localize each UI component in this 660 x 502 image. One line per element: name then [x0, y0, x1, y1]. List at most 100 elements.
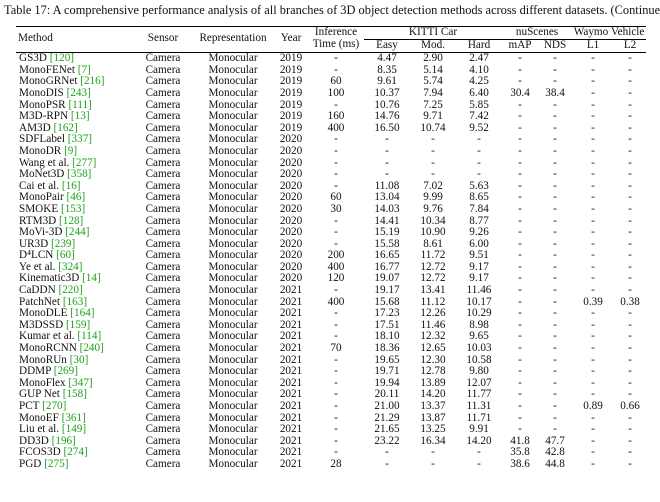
method-name: D⁴LCN [19, 250, 54, 262]
method-name: AM3D [19, 122, 51, 134]
table-caption: Table 17: A comprehensive performance an… [4, 3, 660, 17]
cell-kitti-hard: 10.03 [466, 343, 492, 355]
citation-link[interactable]: [114] [77, 331, 102, 343]
cell-method: Cai et al. [16] [16, 181, 134, 193]
citation-link[interactable]: [153] [60, 203, 86, 215]
cell-kitti-mod: 16.34 [420, 435, 446, 447]
citation-link[interactable]: [120] [49, 52, 75, 65]
citation-link[interactable]: [361] [61, 412, 86, 424]
cell-waymo-l2: 0.38 [620, 296, 640, 308]
cell-representation: Monocular [208, 180, 258, 192]
cell-waymo-l1: - [591, 261, 595, 273]
cell-representation: Monocular [208, 227, 258, 239]
cell-waymo-l2: - [628, 203, 632, 215]
method-name: Liu et al. [19, 424, 60, 436]
citation-link[interactable]: [358] [67, 169, 92, 181]
citation-link[interactable]: [16] [61, 180, 81, 192]
cell-nuscenes-map: - [518, 169, 522, 181]
cell-nuscenes-nds: - [553, 401, 557, 412]
cell-kitti-hard: 5.85 [469, 99, 489, 111]
cell-representation: Monocular [208, 458, 258, 470]
cell-kitti-easy: 15.58 [374, 238, 400, 250]
cell-representation: Monocular [208, 215, 258, 227]
cell-year: 2020 [279, 250, 303, 262]
cell-method: MonoGRNet [216] [16, 76, 134, 88]
cell-kitti-hard: 11.71 [466, 412, 492, 424]
citation-link[interactable]: [46] [66, 192, 86, 204]
cell-kitti-hard: - [477, 169, 481, 181]
citation-link[interactable]: [111] [68, 99, 92, 111]
citation-link[interactable]: [220] [58, 285, 83, 297]
citation-link[interactable]: [162] [53, 122, 78, 134]
citation-link[interactable]: [275] [44, 458, 69, 470]
cell-representation: Monocular [208, 261, 258, 273]
cell-kitti-mod: 9.71 [423, 111, 443, 123]
cell-kitti-easy: 17.23 [374, 308, 400, 320]
citation-link[interactable]: [277] [72, 157, 97, 169]
cell-representation: Monocular [208, 76, 258, 88]
citation-link[interactable]: [30] [69, 354, 89, 366]
citation-link[interactable]: [149] [61, 424, 87, 436]
cell-nuscenes-nds: - [553, 273, 557, 285]
method-name: Kinematic3D [19, 273, 80, 285]
cell-waymo-l1: - [591, 99, 595, 111]
citation-link[interactable]: [164] [70, 308, 95, 320]
cell-sensor: Camera [145, 250, 181, 262]
citation-link[interactable]: [60] [56, 250, 75, 262]
cell-inference-time: - [334, 377, 338, 389]
cell-representation: Monocular [208, 203, 258, 215]
cell-waymo-l2: - [628, 87, 632, 99]
citation-link[interactable]: [128] [59, 215, 84, 227]
citation-link[interactable]: [337] [67, 134, 93, 146]
cell-year: 2020 [279, 134, 303, 146]
cell-kitti-mod: - [431, 134, 435, 146]
cell-inference-time: - [334, 227, 338, 239]
cell-kitti-easy: 19.71 [374, 366, 400, 378]
citation-link[interactable]: [269] [53, 366, 78, 378]
citation-link[interactable]: [216] [80, 76, 105, 88]
citation-link[interactable]: [159] [65, 319, 91, 331]
cell-year: 2020 [279, 215, 303, 227]
citation-link[interactable]: [13] [70, 111, 90, 123]
citation-link[interactable]: [243] [66, 87, 91, 99]
citation-link[interactable]: [347] [68, 377, 93, 389]
citation-link[interactable]: [158] [62, 389, 87, 401]
citation-link[interactable]: [14] [82, 273, 101, 285]
cell-sensor: Camera [145, 215, 181, 227]
cell-nuscenes-map: - [518, 377, 522, 389]
cell-inference-time: - [334, 366, 338, 378]
cell-waymo-l2: - [628, 99, 632, 111]
cell-waymo-l2: - [628, 111, 632, 123]
header-nuscenes-map: mAP [508, 39, 532, 51]
cell-method: Kinematic3D [14] [16, 273, 134, 285]
table-row: MonoFlex [347] Camera Monocular 2021 - 19.94 1… [16, 378, 646, 390]
citation-link[interactable]: [163] [62, 296, 88, 308]
cell-kitti-mod: 12.65 [420, 343, 446, 355]
table-row: Kumar et al. [114] Camera Monocular 2021 - 18… [16, 331, 646, 343]
header-waymo-vehicle: Waymo Vehicle [572, 26, 647, 40]
citation-link[interactable]: [196] [51, 435, 76, 447]
cell-inference-time: - [334, 447, 338, 459]
cell-inference-time: 400 [327, 261, 345, 273]
citation-link[interactable]: [239] [51, 238, 76, 250]
citation-link[interactable]: [274] [63, 447, 88, 459]
citation-link[interactable]: [244] [65, 227, 90, 239]
cell-waymo-l2: - [628, 435, 632, 447]
method-name: MonoDR [19, 145, 62, 157]
cell-nuscenes-nds: - [553, 366, 557, 378]
cell-kitti-easy: 11.08 [374, 180, 400, 192]
cell-method: FCOS3D [274] [16, 447, 134, 459]
cell-representation: Monocular [208, 250, 258, 262]
citation-link[interactable]: [270] [42, 401, 67, 412]
cell-method: MonoRUn [30] [16, 355, 134, 367]
cell-method: MoNet3D [358] [16, 169, 134, 181]
cell-kitti-easy: 17.51 [374, 319, 400, 331]
citation-link[interactable]: [7] [77, 64, 91, 76]
cell-kitti-easy: - [385, 169, 389, 181]
cell-nuscenes-nds: - [553, 389, 557, 401]
cell-method: MoVi-3D [244] [16, 227, 134, 239]
citation-link[interactable]: [9] [64, 145, 78, 157]
cell-waymo-l1: - [591, 412, 595, 424]
citation-link[interactable]: [240] [79, 343, 104, 355]
citation-link[interactable]: [324] [58, 261, 83, 273]
